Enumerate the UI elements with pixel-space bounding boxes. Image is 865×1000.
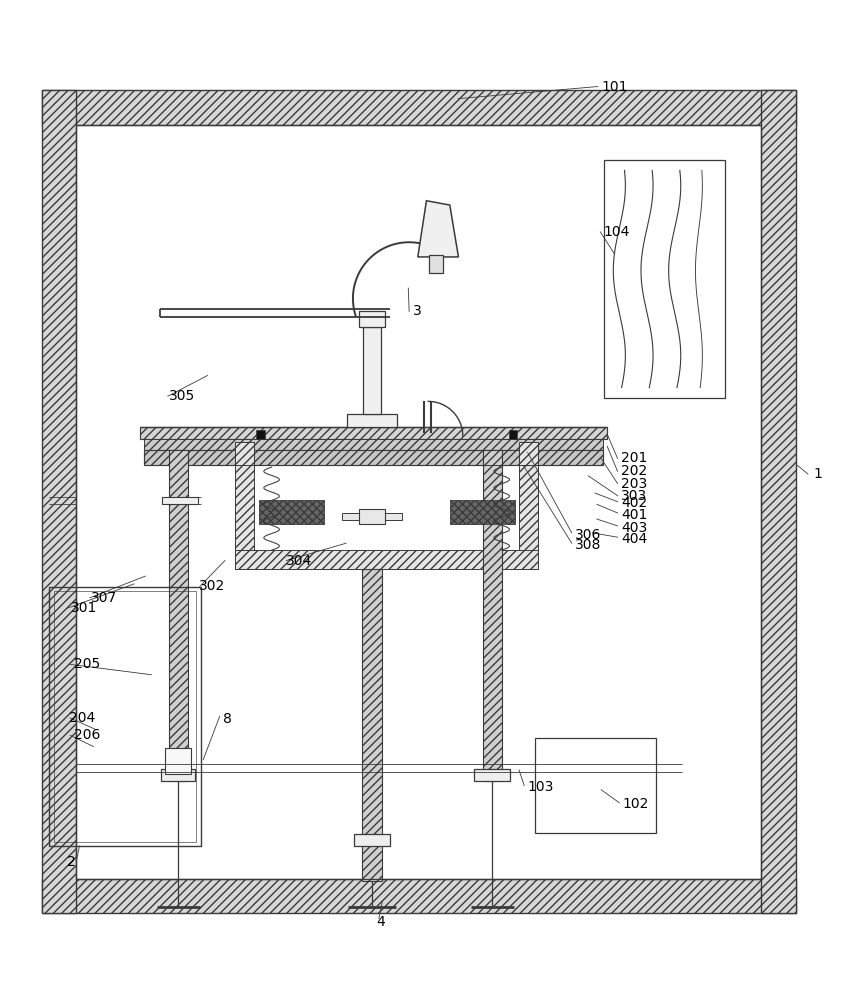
- Text: 103: 103: [528, 780, 554, 794]
- Bar: [235, 550, 538, 569]
- Text: 101: 101: [601, 80, 628, 94]
- Bar: [535, 738, 656, 833]
- Bar: [162, 497, 198, 504]
- Bar: [144, 439, 603, 450]
- Bar: [450, 500, 515, 524]
- Bar: [140, 427, 607, 439]
- Text: 1: 1: [813, 467, 822, 481]
- Bar: [359, 311, 385, 327]
- Text: 205: 205: [74, 657, 99, 671]
- Text: 305: 305: [169, 389, 195, 403]
- Text: 4: 4: [376, 915, 385, 929]
- Bar: [474, 769, 510, 781]
- Text: 206: 206: [74, 728, 99, 742]
- Bar: [161, 769, 195, 781]
- Bar: [354, 834, 390, 846]
- Text: 2: 2: [67, 855, 75, 869]
- Bar: [144, 450, 603, 465]
- Bar: [42, 90, 796, 125]
- Text: 104: 104: [604, 225, 630, 239]
- Bar: [429, 255, 443, 273]
- Text: 308: 308: [575, 538, 601, 552]
- Bar: [54, 591, 196, 842]
- Bar: [342, 513, 402, 520]
- Bar: [483, 450, 502, 781]
- Bar: [169, 450, 188, 781]
- Bar: [509, 430, 517, 439]
- Bar: [256, 430, 265, 439]
- Polygon shape: [418, 201, 458, 257]
- Text: 303: 303: [621, 489, 647, 503]
- Text: 306: 306: [575, 528, 601, 542]
- Bar: [259, 500, 324, 524]
- Text: 102: 102: [623, 797, 649, 811]
- Text: 202: 202: [621, 464, 647, 478]
- Text: 203: 203: [621, 477, 647, 491]
- Text: 403: 403: [621, 521, 647, 535]
- Text: 402: 402: [621, 496, 647, 510]
- Bar: [761, 90, 796, 913]
- Bar: [235, 442, 254, 569]
- Bar: [604, 160, 725, 398]
- Bar: [519, 442, 538, 569]
- Text: 201: 201: [621, 451, 647, 465]
- Bar: [359, 509, 385, 524]
- Bar: [165, 748, 191, 774]
- Text: 304: 304: [285, 554, 311, 568]
- Bar: [42, 879, 796, 913]
- Text: 307: 307: [91, 591, 117, 605]
- Bar: [363, 327, 381, 414]
- Bar: [76, 125, 761, 879]
- Bar: [362, 569, 382, 881]
- Bar: [42, 90, 76, 913]
- Text: 204: 204: [69, 711, 95, 725]
- Bar: [49, 586, 201, 846]
- Text: 302: 302: [199, 580, 225, 593]
- Text: 404: 404: [621, 532, 647, 546]
- Text: 8: 8: [223, 712, 232, 726]
- Text: 3: 3: [413, 304, 421, 318]
- Bar: [347, 414, 397, 427]
- Text: 401: 401: [621, 508, 647, 522]
- Text: 301: 301: [71, 601, 97, 615]
